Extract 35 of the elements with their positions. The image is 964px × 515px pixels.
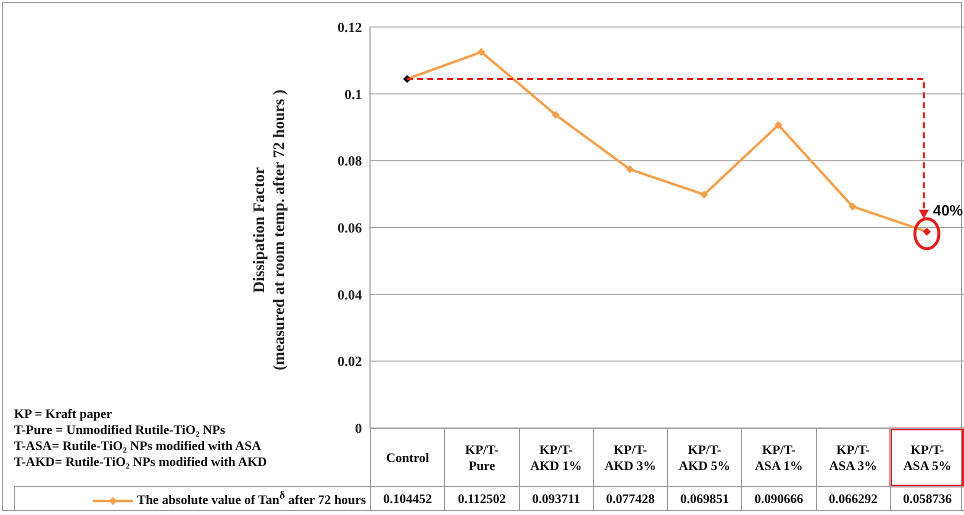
y-tick-label: 0.06 — [338, 221, 362, 236]
y-tick-label: 0.02 — [338, 355, 362, 370]
data-label: 0.066292 — [816, 486, 890, 510]
x-tick-label: KP/T-ASA 3% — [816, 428, 890, 486]
annotation: 40% — [932, 202, 963, 220]
text: T-Pure = Unmodified Rutile-TiO₂ NPs — [14, 422, 226, 438]
point — [552, 110, 560, 119]
y-axis-title: Dissipation Factor (measured at room temp. after 72 hours ) — [251, 90, 288, 370]
x-tick-label: KP/T-AKD 5% — [668, 428, 742, 486]
x-tick-label: KP/T-ASA 1% — [742, 428, 816, 486]
x-tick-label: KP/T-AKD 3% — [593, 428, 668, 486]
y-tick-label: 0.08 — [338, 154, 362, 170]
y-tick-label: 0.1 — [344, 88, 362, 103]
data-label: 0.069851 — [668, 486, 742, 510]
text: KP = Kraft paper — [14, 406, 114, 422]
text: T-AKD= Rutile-TiO₂ NPs modified with AKD — [14, 454, 267, 470]
data-label: 0.112502 — [444, 486, 519, 510]
point — [700, 190, 708, 199]
y-tick-label: 0.04 — [338, 288, 362, 304]
x-tick-label: KP/T-Pure — [444, 428, 519, 486]
data-label: 0.077428 — [593, 486, 668, 510]
y-tick-label: 0.12 — [338, 20, 362, 36]
point — [626, 165, 634, 174]
point — [774, 121, 782, 130]
y-tick-label: 0 — [355, 422, 362, 437]
data-label: 0.090666 — [742, 486, 816, 510]
text: T-ASA= Rutile-TiO₂ NPs modified with ASA — [14, 438, 262, 454]
x-tick-label: Control — [370, 428, 445, 486]
data-label: 0.093711 — [519, 486, 594, 510]
point — [848, 202, 857, 210]
legend-label: The absolute value of Tan$^{δ}$ after 72 hours — [137, 489, 366, 507]
data-label: 0.104452 — [370, 486, 445, 510]
x-tick-label: KP/T-AKD 1% — [519, 428, 594, 486]
point — [477, 48, 486, 56]
data-label: 0.058736 — [890, 486, 964, 510]
